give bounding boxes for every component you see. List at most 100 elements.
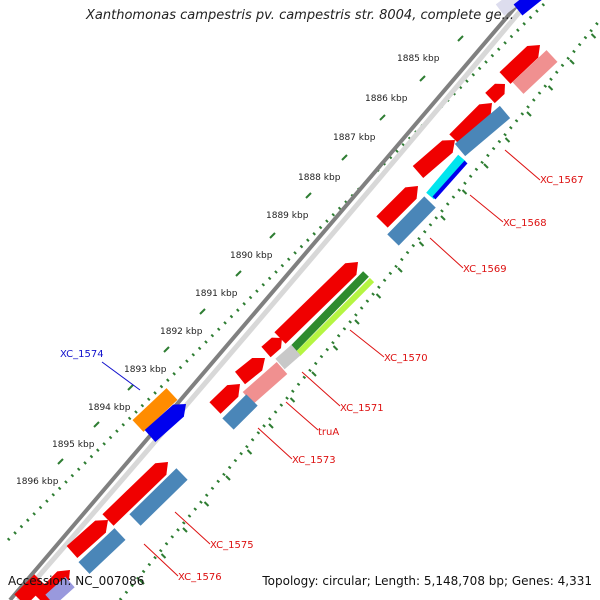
tick-mark: [127, 384, 134, 391]
orf-bar[interactable]: [129, 468, 188, 526]
cds-arrow[interactable]: [209, 384, 240, 414]
cds-light-bar[interactable]: [512, 50, 558, 94]
gene-label[interactable]: XC_1573: [292, 455, 336, 466]
inner-tick: [547, 85, 554, 91]
orf-bar[interactable]: [454, 105, 511, 157]
tick-label: 1888 kbp: [298, 173, 341, 183]
highlight-arrow[interactable]: [513, 0, 548, 16]
cyan-feature[interactable]: [426, 154, 466, 200]
inner-tick: [182, 527, 188, 533]
cds-light-bar[interactable]: [242, 362, 288, 404]
gene-leader-line: [429, 237, 464, 269]
inner-tick: [375, 293, 382, 299]
inner-tick: [311, 371, 317, 377]
gene-leader-line: [101, 361, 141, 391]
inner-tick: [332, 345, 339, 351]
highlight-arrow[interactable]: [144, 404, 186, 442]
gene-label[interactable]: XC_1570: [384, 353, 428, 364]
gene-label[interactable]: XC_1571: [340, 403, 384, 414]
cds-arrow[interactable]: [449, 103, 492, 146]
orf-bar[interactable]: [387, 196, 436, 246]
tick-mark: [269, 232, 276, 239]
cds-arrow[interactable]: [34, 570, 70, 600]
tick-label: 1895 kbp: [52, 440, 95, 450]
cds-arrow[interactable]: [274, 262, 358, 344]
tick-mark: [419, 75, 426, 82]
gene-label[interactable]: XC_1575: [210, 540, 254, 551]
gene-label[interactable]: XC_1567: [540, 175, 584, 186]
map-title: Xanthomonas campestris pv. campestris st…: [86, 8, 514, 23]
tick-label: 1892 kbp: [160, 327, 203, 337]
inner-dotted-ring: [118, 19, 600, 600]
gene-leader-line: [469, 194, 504, 223]
tick-mark: [199, 308, 206, 315]
inner-tick: [160, 553, 167, 559]
tick-label: 1893 kbp: [124, 365, 167, 375]
tick-marks: [57, 33, 597, 585]
backbone-ring: [8, 0, 525, 600]
inner-tick: [440, 215, 446, 221]
gene-leader-line: [349, 329, 385, 358]
gene-labels: XC_1567 XC_1568 XC_1569 XC_1570 XC_1571 truA X…: [60, 149, 584, 583]
gene-label[interactable]: XC_1574: [60, 349, 104, 360]
inner-tick: [461, 189, 468, 195]
tick-label: 1890 kbp: [230, 251, 273, 261]
inner-tick: [526, 111, 532, 117]
cds-arrow[interactable]: [261, 337, 282, 358]
tick-label: 1894 kbp: [88, 403, 131, 413]
tick-mark: [93, 421, 100, 428]
inner-tick: [418, 241, 425, 247]
tick-label: 1891 kbp: [195, 289, 238, 299]
tick-mark: [163, 346, 170, 353]
gene-leader-line: [285, 401, 319, 431]
lime-feature[interactable]: [295, 277, 375, 357]
cds-arrow[interactable]: [485, 83, 505, 104]
tick-mark: [457, 35, 464, 42]
tick-label: 1885 kbp: [397, 54, 440, 64]
feature-track: [14, 0, 558, 600]
gene-leader-line: [301, 371, 341, 407]
green-feature[interactable]: [289, 271, 369, 353]
cds-arrow[interactable]: [412, 140, 455, 179]
inner-tick: [397, 267, 403, 273]
inner-tick: [139, 579, 145, 585]
tick-label: 1896 kbp: [16, 477, 59, 487]
inner-tick: [354, 319, 360, 325]
inner-tick: [289, 397, 296, 403]
tick-label: 1886 kbp: [365, 94, 408, 104]
orf-bar[interactable]: [78, 528, 126, 574]
gene-label[interactable]: XC_1569: [463, 264, 507, 275]
orf-bar[interactable]: [222, 394, 258, 430]
cds-arrow[interactable]: [376, 186, 418, 228]
highlight-feature[interactable]: [432, 160, 468, 200]
inner-tick: [203, 501, 210, 507]
inner-tick: [246, 449, 253, 455]
gene-label[interactable]: XC_1568: [503, 218, 547, 229]
backbone-ring-shadow: [16, 0, 533, 600]
cds-arrow[interactable]: [235, 358, 265, 385]
gene-leader-line: [504, 149, 541, 181]
cds-arrow[interactable]: [102, 462, 168, 526]
cds-bar[interactable]: [14, 574, 46, 600]
tick-label: 1887 kbp: [333, 133, 376, 143]
faded-feature[interactable]: [45, 576, 75, 600]
tick-mark: [341, 154, 348, 161]
gene-label[interactable]: truA: [318, 427, 339, 438]
gene-leader-line: [257, 427, 293, 460]
inner-tick: [268, 423, 274, 429]
tick-label: 1889 kbp: [266, 211, 309, 221]
rna-bar[interactable]: [132, 388, 178, 432]
gene-leader-line: [143, 543, 179, 577]
cds-arrow[interactable]: [66, 520, 108, 558]
inner-tick: [590, 33, 597, 39]
tick-mark: [235, 270, 242, 277]
gray-feature[interactable]: [275, 344, 301, 370]
tick-mark: [57, 458, 64, 465]
inner-tick: [569, 59, 575, 65]
accession-text: Accession: NC_007086: [8, 574, 145, 588]
cds-arrow[interactable]: [499, 45, 540, 84]
gene-label[interactable]: XC_1576: [178, 572, 222, 583]
topology-text: Topology: circular; Length: 5,148,708 bp…: [262, 574, 592, 588]
